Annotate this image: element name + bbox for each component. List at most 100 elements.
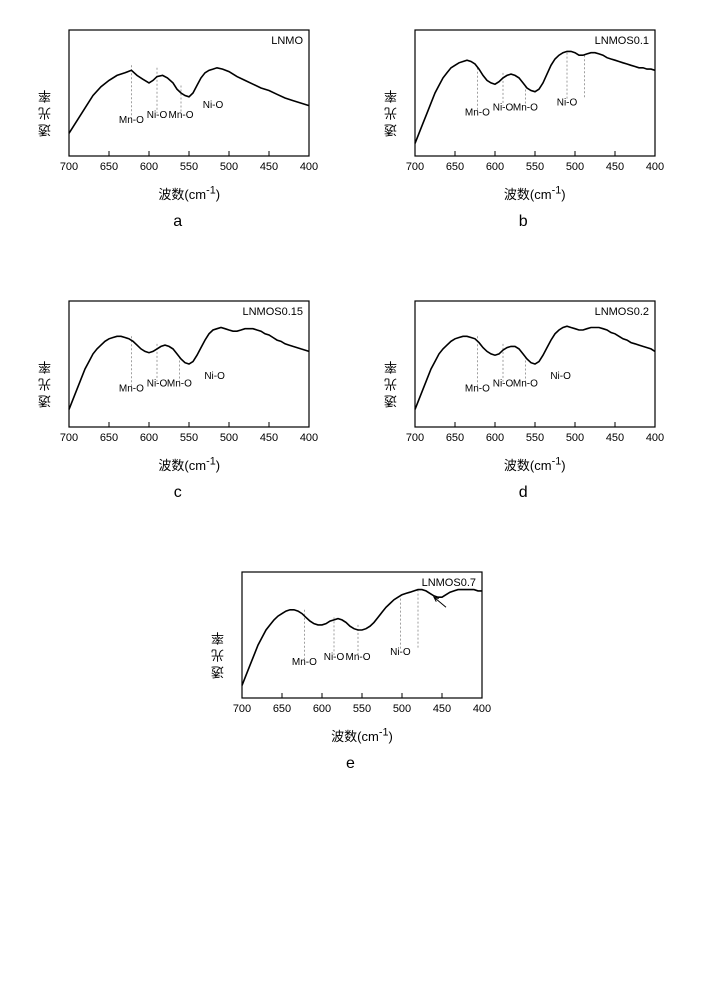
x-tick-label: 650 xyxy=(100,161,118,173)
x-axis-label: 波数(cm-1) xyxy=(504,455,566,474)
y-axis-label: 透光率 xyxy=(382,357,401,408)
peak-label: Ni-O xyxy=(205,371,226,382)
x-tick-label: 650 xyxy=(446,161,464,173)
x-axis-label: 波数(cm-1) xyxy=(504,184,566,203)
peak-label: Mn-O xyxy=(119,384,144,395)
spectrum-curve xyxy=(415,326,655,409)
x-tick-label: 700 xyxy=(60,161,78,173)
peak-label: Ni-O xyxy=(556,98,577,109)
x-tick-label: 450 xyxy=(606,161,624,173)
plot-e: 700650600550500450400Mn-ONi-OMn-ONi-OLNM… xyxy=(232,562,492,722)
x-tick-label: 650 xyxy=(273,703,291,715)
peak-label: Ni-O xyxy=(492,103,513,114)
x-tick-label: 400 xyxy=(646,432,664,444)
x-tick-label: 650 xyxy=(100,432,118,444)
chart-wrap: 透光率700650600550500450400Mn-ONi-OMn-ONi-O… xyxy=(382,20,665,203)
x-tick-label: 700 xyxy=(233,703,251,715)
x-tick-label: 600 xyxy=(140,432,158,444)
plot-b: 700650600550500450400Mn-ONi-OMn-ONi-OLNM… xyxy=(405,20,665,180)
y-axis-label: 透光率 xyxy=(36,86,55,137)
x-axis-label: 波数(cm-1) xyxy=(158,455,220,474)
x-tick-label: 400 xyxy=(646,161,664,173)
peak-label: Mn-O xyxy=(119,115,144,126)
chart-cell-a: 透光率700650600550500450400Mn-ONi-OMn-ONi-O… xyxy=(36,20,319,231)
spectrum-curve xyxy=(415,51,655,143)
x-tick-label: 550 xyxy=(180,161,198,173)
x-tick-label: 500 xyxy=(566,161,584,173)
plot-column: 700650600550500450400Mn-ONi-OMn-ONi-OLNM… xyxy=(405,291,665,474)
chart-grid: 透光率700650600550500450400Mn-ONi-OMn-ONi-O… xyxy=(20,20,681,773)
subplot-label: a xyxy=(173,213,182,231)
plot-column: 700650600550500450400Mn-ONi-OMn-ONi-OLNM… xyxy=(59,20,319,203)
x-tick-label: 700 xyxy=(60,432,78,444)
chart-title: LNMOS0.15 xyxy=(243,306,304,318)
peak-label: Ni-O xyxy=(492,379,513,390)
peak-label: Mn-O xyxy=(169,110,194,121)
plot-column: 700650600550500450400Mn-ONi-OMn-ONi-OLNM… xyxy=(405,20,665,203)
x-tick-label: 450 xyxy=(260,161,278,173)
x-tick-label: 500 xyxy=(566,432,584,444)
x-axis-label: 波数(cm-1) xyxy=(158,184,220,203)
peak-label: Mn-O xyxy=(167,379,192,390)
plot-column: 700650600550500450400Mn-ONi-OMn-ONi-OLNM… xyxy=(232,562,492,745)
chart-wrap: 透光率700650600550500450400Mn-ONi-OMn-ONi-O… xyxy=(382,291,665,474)
peak-label: Mn-O xyxy=(346,652,371,663)
axis-frame xyxy=(415,30,655,156)
peak-label: Ni-O xyxy=(390,647,411,658)
plot-d: 700650600550500450400Mn-ONi-OMn-ONi-OLNM… xyxy=(405,291,665,451)
x-tick-label: 550 xyxy=(526,161,544,173)
plot-a: 700650600550500450400Mn-ONi-OMn-ONi-OLNM… xyxy=(59,20,319,180)
chart-title: LNMOS0.1 xyxy=(594,35,648,47)
x-tick-label: 550 xyxy=(526,432,544,444)
arrow-annotation xyxy=(434,597,446,607)
peak-label: Mn-O xyxy=(513,379,538,390)
plot-c: 700650600550500450400Mn-ONi-OMn-ONi-OLNM… xyxy=(59,291,319,451)
plot-column: 700650600550500450400Mn-ONi-OMn-ONi-OLNM… xyxy=(59,291,319,474)
chart-wrap: 透光率700650600550500450400Mn-ONi-OMn-ONi-O… xyxy=(209,562,492,745)
spectrum-curve xyxy=(69,68,309,134)
x-tick-label: 500 xyxy=(393,703,411,715)
chart-title: LNMOS0.7 xyxy=(422,577,476,589)
subplot-label: e xyxy=(346,755,355,773)
x-tick-label: 450 xyxy=(433,703,451,715)
x-tick-label: 650 xyxy=(446,432,464,444)
x-tick-label: 450 xyxy=(606,432,624,444)
chart-wrap: 透光率700650600550500450400Mn-ONi-OMn-ONi-O… xyxy=(36,291,319,474)
chart-cell-b: 透光率700650600550500450400Mn-ONi-OMn-ONi-O… xyxy=(382,20,665,231)
axis-frame xyxy=(242,572,482,698)
x-tick-label: 500 xyxy=(220,161,238,173)
x-tick-label: 400 xyxy=(473,703,491,715)
x-tick-label: 600 xyxy=(313,703,331,715)
x-tick-label: 500 xyxy=(220,432,238,444)
x-tick-label: 450 xyxy=(260,432,278,444)
x-tick-label: 600 xyxy=(140,161,158,173)
subplot-label: d xyxy=(519,484,528,502)
spectrum-curve xyxy=(69,328,309,410)
subplot-label: c xyxy=(174,484,182,502)
x-tick-label: 550 xyxy=(180,432,198,444)
peak-label: Ni-O xyxy=(147,379,168,390)
y-axis-label: 透光率 xyxy=(36,357,55,408)
x-tick-label: 400 xyxy=(300,432,318,444)
chart-title: LNMO xyxy=(271,35,303,47)
spectrum-curve xyxy=(242,590,482,686)
peak-label: Mn-O xyxy=(513,103,538,114)
chart-title: LNMOS0.2 xyxy=(594,306,648,318)
x-axis-label: 波数(cm-1) xyxy=(331,726,393,745)
peak-label: Ni-O xyxy=(550,371,571,382)
chart-wrap: 透光率700650600550500450400Mn-ONi-OMn-ONi-O… xyxy=(36,20,319,203)
chart-cell-e: 透光率700650600550500450400Mn-ONi-OMn-ONi-O… xyxy=(209,562,492,773)
peak-label: Ni-O xyxy=(147,110,168,121)
x-tick-label: 700 xyxy=(406,432,424,444)
x-tick-label: 700 xyxy=(406,161,424,173)
x-tick-label: 600 xyxy=(486,432,504,444)
y-axis-label: 透光率 xyxy=(382,86,401,137)
chart-cell-d: 透光率700650600550500450400Mn-ONi-OMn-ONi-O… xyxy=(382,291,665,502)
peak-label: Mn-O xyxy=(292,657,317,668)
subplot-label: b xyxy=(519,213,528,231)
peak-label: Ni-O xyxy=(324,652,345,663)
peak-label: Mn-O xyxy=(465,384,490,395)
y-axis-label: 透光率 xyxy=(209,628,228,679)
chart-cell-c: 透光率700650600550500450400Mn-ONi-OMn-ONi-O… xyxy=(36,291,319,502)
peak-label: Mn-O xyxy=(465,108,490,119)
